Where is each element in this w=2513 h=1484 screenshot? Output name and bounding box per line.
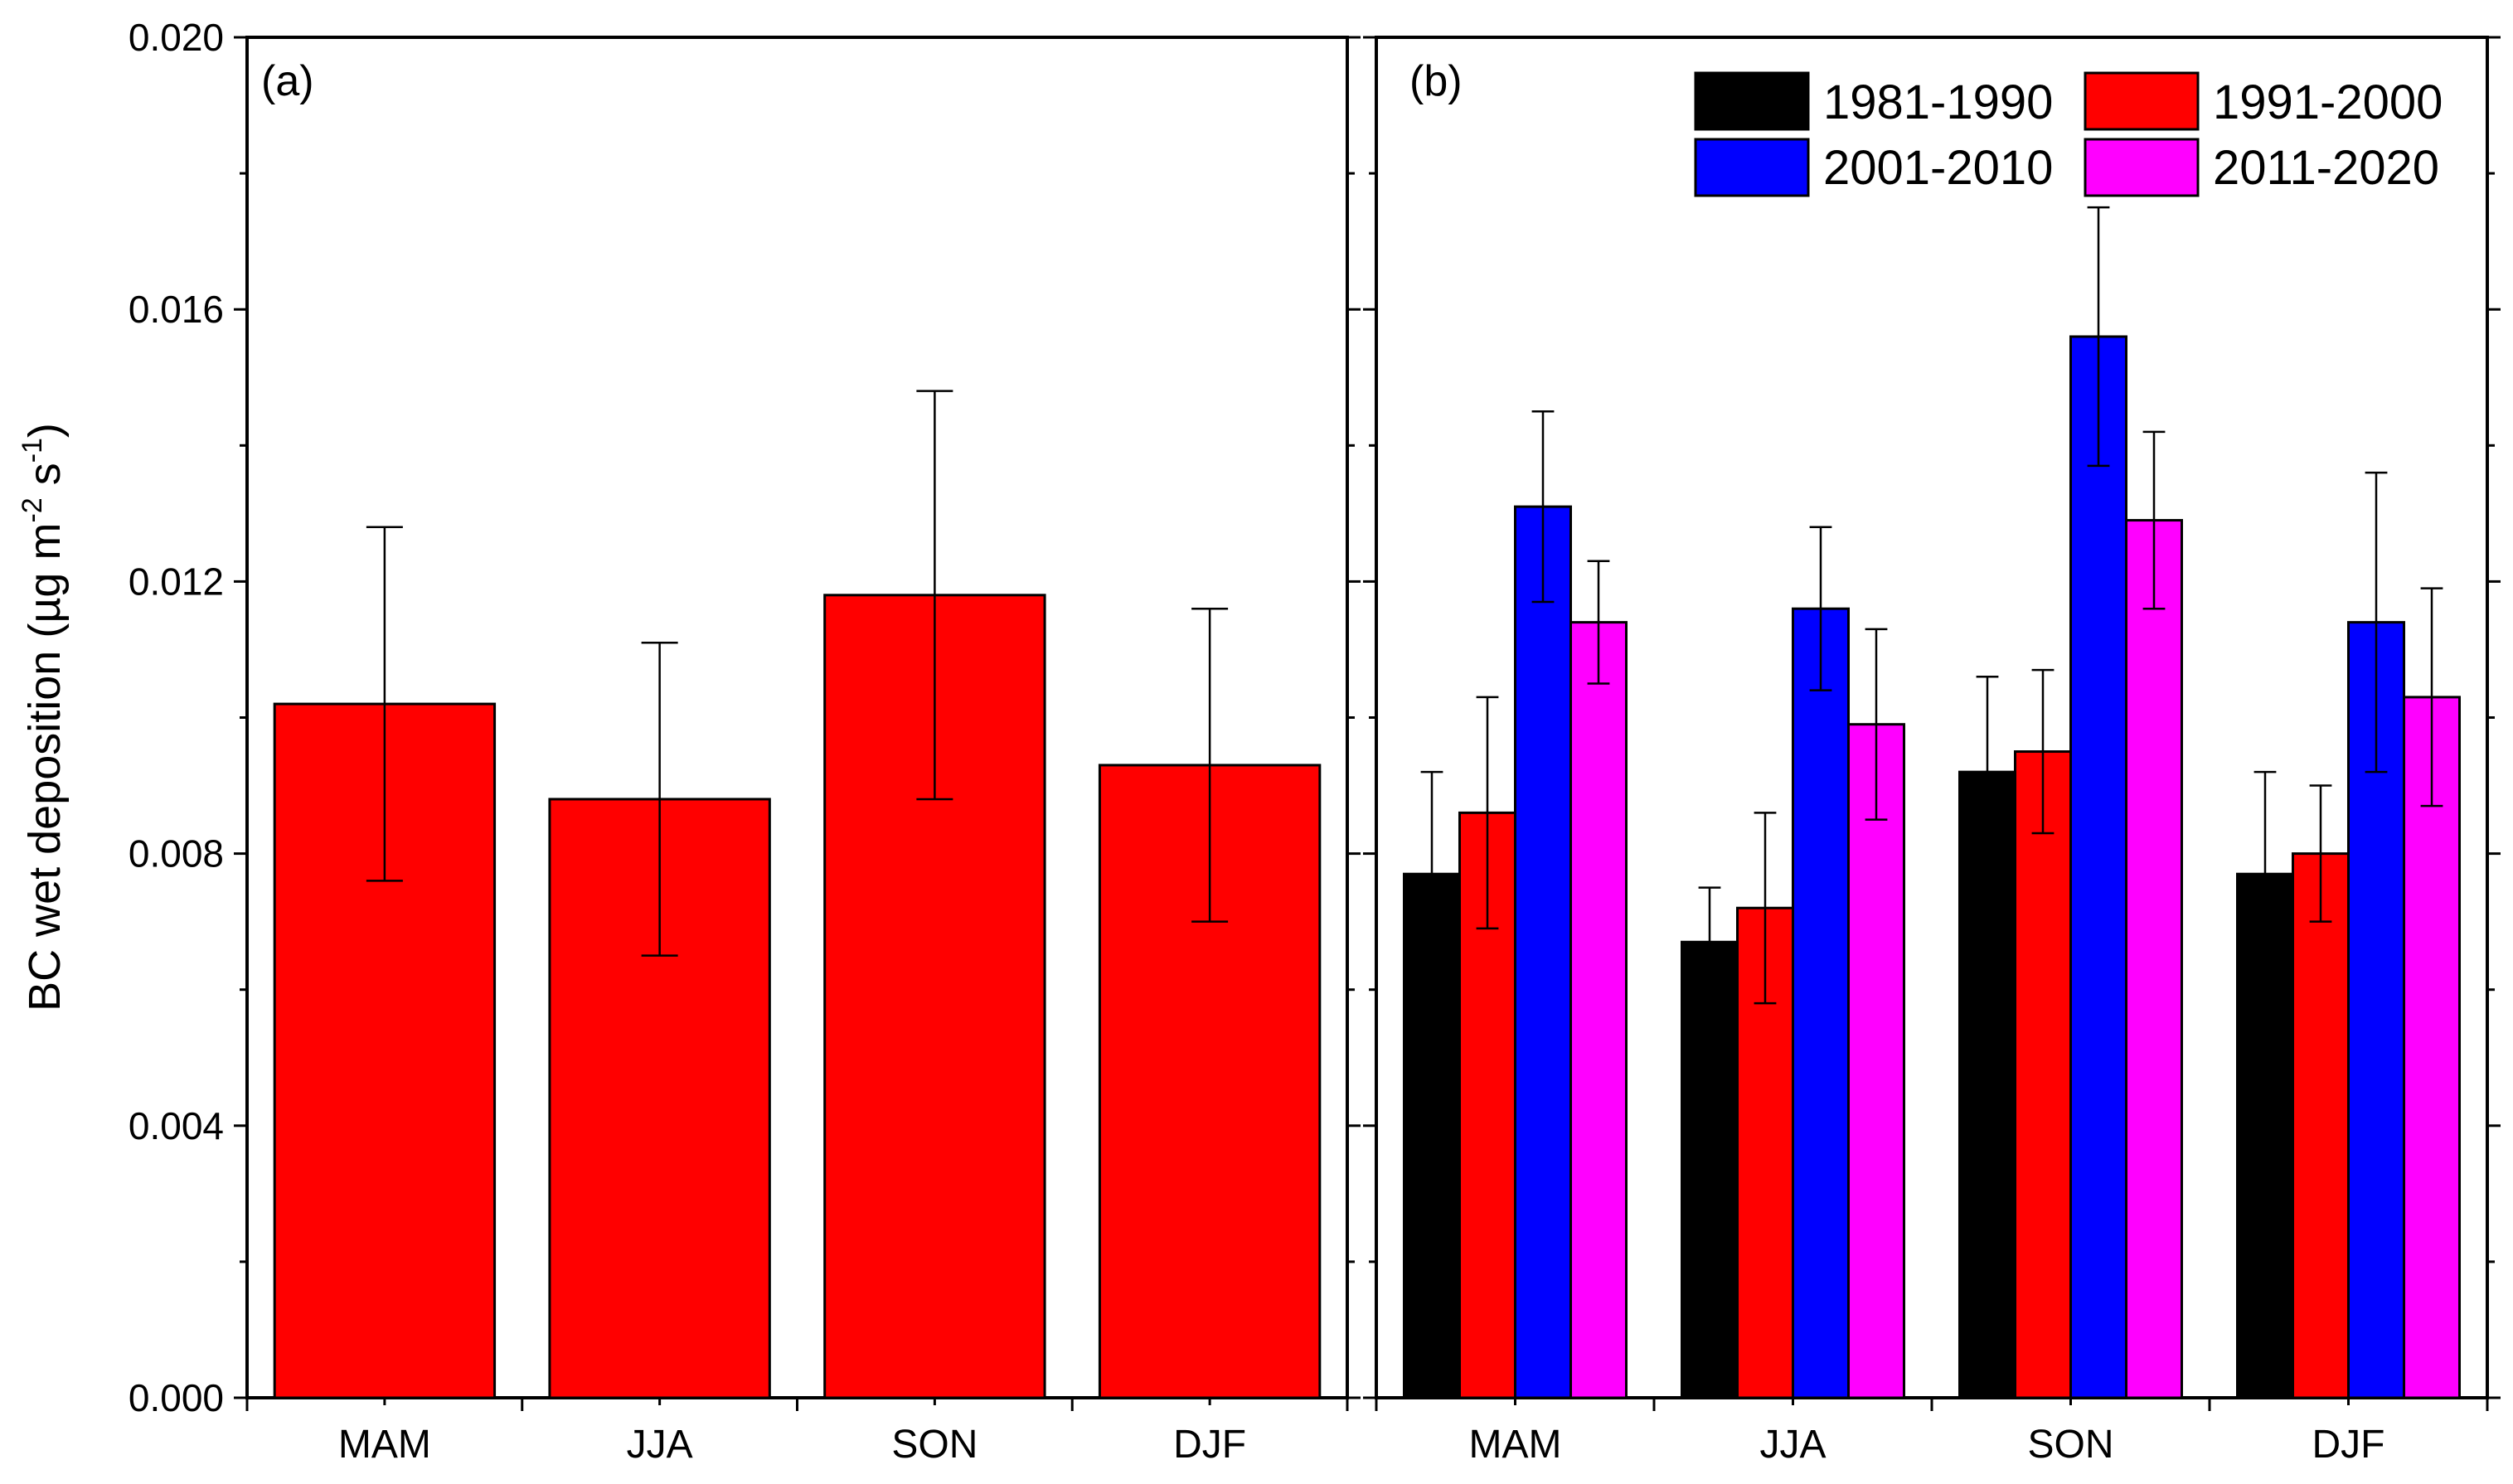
legend-swatch-1991-2000 [2084, 71, 2200, 131]
legend-swatch-2001-2010 [1694, 138, 1810, 197]
y-tick-label: 0.008 [129, 832, 224, 875]
x-tick-label-jja: JJA [1759, 1423, 1826, 1467]
legend-swatch-1981-1990 [1694, 71, 1810, 131]
x-tick-label-mam: MAM [338, 1423, 431, 1467]
legend-swatch-2011-2020 [2084, 138, 2200, 197]
bar-1981-1990-jja [1681, 940, 1739, 1399]
y-tick-label: 0.020 [129, 16, 224, 59]
legend-label-2001-2010: 2001-2010 [1823, 141, 2053, 195]
bar-2011-2020-djf [2403, 696, 2461, 1399]
bar-1991-2000-djf [2292, 852, 2350, 1399]
bar-2011-2020-mam [1569, 621, 1628, 1399]
x-tick-label-mam: MAM [1469, 1423, 1562, 1467]
y-axis-title-exp1: -2 [17, 497, 48, 522]
y-tick-label: 0.012 [129, 560, 224, 603]
bar-2001-2010-mam [1514, 505, 1572, 1399]
legend-label-2011-2020: 2011-2020 [2213, 141, 2439, 195]
x-tick-label-djf: DJF [1173, 1423, 1246, 1467]
y-axis-title: BC wet deposition (µg m-2 s-1) [17, 423, 70, 1011]
y-tick-label: 0.016 [129, 288, 224, 331]
y-axis-title-unit-close: ) [20, 423, 70, 438]
bar-1981-1990-son [1958, 770, 2016, 1399]
y-tick-label: 0.000 [129, 1376, 224, 1419]
panel-a: 0.000 0.004 0.008 0.012 0.016 0.020 MAM JJA SON D… [129, 16, 1361, 1467]
bar-2011-2020-son [2125, 519, 2183, 1399]
bar-2011-2020-jja [1847, 723, 1905, 1399]
legend: 1981-1990 1991-2000 2001-2010 2011-2020 [1694, 71, 2443, 197]
panel-b: MAM JJA SON DJF [1363, 36, 2501, 1467]
bar-1991-2000-son [2014, 750, 2072, 1399]
y-tick-label: 0.004 [129, 1104, 224, 1147]
x-tick-label-son: SON [891, 1423, 978, 1467]
bar-2001-2010-son [2069, 335, 2127, 1399]
x-tick-label-son: SON [2027, 1423, 2113, 1467]
panel-a-label: (a) [261, 57, 314, 105]
legend-label-1991-2000: 1991-2000 [2213, 75, 2443, 129]
y-axis-title-unit-mid: s [20, 463, 70, 497]
x-tick-label-djf: DJF [2312, 1423, 2385, 1467]
bar-2001-2010-jja [1792, 607, 1850, 1399]
y-axis-title-main: BC wet deposition [20, 651, 70, 1011]
x-tick-label-jja: JJA [627, 1423, 693, 1467]
panel-b-label: (b) [1409, 57, 1463, 105]
y-axis-title-unit-open: (µg m [20, 523, 70, 651]
y-axis-title-exp2: -1 [17, 438, 48, 463]
legend-label-1981-1990: 1981-1990 [1823, 75, 2053, 129]
